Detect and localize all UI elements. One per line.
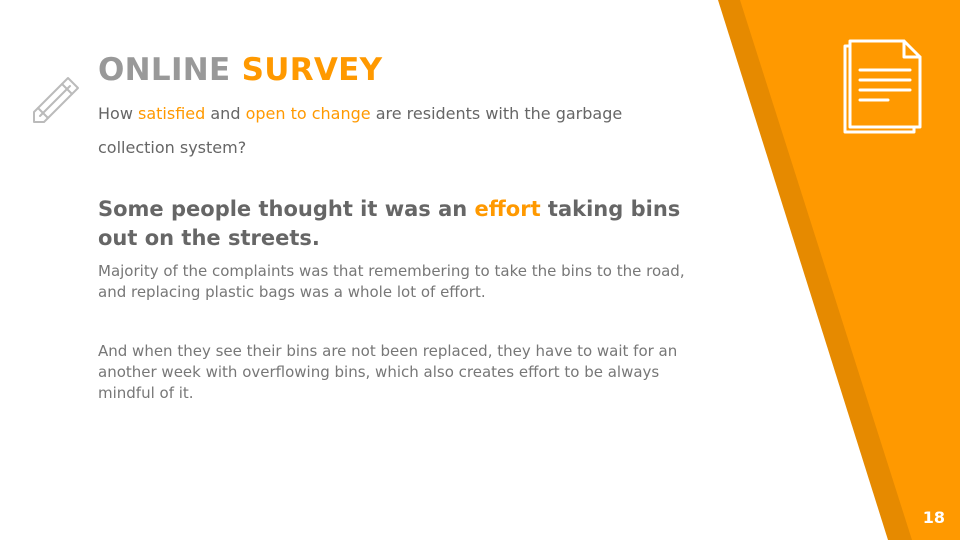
subtitle-highlight-open-to-change: open to change [245,104,371,123]
subtitle-highlight-satisfied: satisfied [138,104,206,123]
pencil-icon [33,77,79,123]
body-paragraph-2: And when they see their bins are not bee… [98,342,678,402]
section-heading: Some people thought it was an effort tak… [98,195,698,253]
heading-text-1: Some people thought it was an [98,197,475,221]
body-paragraph-1: Majority of the complaints was that reme… [98,262,685,301]
title-text: ONLINE [98,52,242,88]
page-number: 18 [922,508,945,527]
heading-highlight-effort: effort [474,197,541,221]
document-icon [843,39,922,134]
heading-text-2: taking bins out on the streets. [98,197,681,250]
slide-title: ONLINE SURVEY [98,52,382,88]
slide-subtitle: How satisfied and open to change are res… [98,97,698,165]
subtitle-text-2: and [205,104,246,123]
orange-panel [740,0,960,540]
subtitle-text-3: are residents with the garbage collectio… [98,104,623,157]
subtitle-text-1: How [98,104,138,123]
title-accent-text: SURVEY [241,52,383,88]
